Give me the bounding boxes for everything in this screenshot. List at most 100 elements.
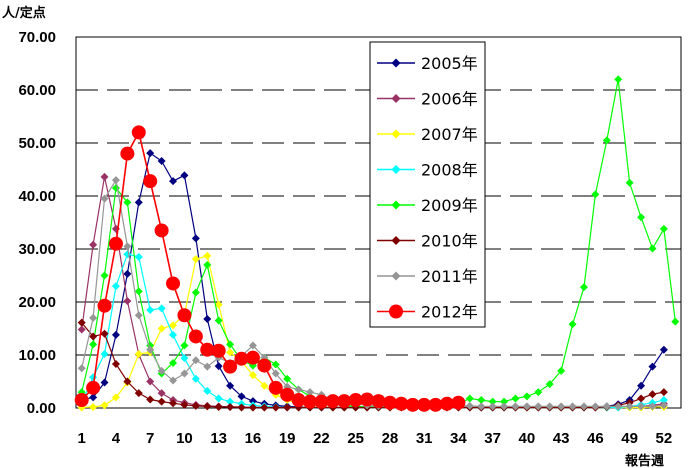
data-point (226, 348, 235, 357)
data-point (659, 396, 668, 405)
legend-label: 2010年 (421, 232, 478, 251)
data-point (280, 387, 295, 402)
data-point (223, 359, 238, 374)
data-point (348, 393, 363, 408)
data-point (245, 350, 260, 365)
data-point (180, 171, 189, 180)
y-axis-label: 人/定点 (2, 5, 46, 21)
data-point (157, 304, 166, 313)
x-tick-label: 7 (146, 430, 154, 447)
legend-marker (391, 58, 401, 68)
data-point (166, 276, 181, 291)
data-point (134, 311, 143, 320)
y-tick-label: 20.00 (18, 294, 56, 311)
data-point (214, 394, 223, 403)
data-point (671, 317, 680, 326)
data-point (545, 402, 554, 411)
series-line (81, 178, 664, 407)
data-point (169, 376, 178, 385)
data-point (191, 374, 200, 383)
data-point (123, 296, 132, 305)
data-point (188, 329, 203, 344)
data-point (465, 394, 474, 403)
data-point (248, 397, 257, 406)
data-point (100, 271, 109, 280)
data-point (291, 393, 306, 408)
legend-marker (391, 129, 401, 139)
legend-label: 2008年 (421, 161, 478, 180)
y-tick-label: 70.00 (18, 29, 56, 46)
data-point (371, 394, 386, 409)
data-point (314, 394, 329, 409)
data-point (157, 366, 166, 375)
data-point (157, 324, 166, 333)
data-point (260, 403, 269, 412)
data-point (97, 298, 112, 313)
x-tick-label: 19 (279, 430, 296, 447)
data-point (522, 402, 531, 411)
data-point (89, 340, 98, 349)
legend-label: 2007年 (421, 125, 478, 144)
data-point (180, 341, 189, 350)
data-point (226, 340, 235, 349)
y-tick-label: 0.00 (27, 400, 56, 417)
data-point (477, 396, 486, 405)
data-point (637, 394, 646, 403)
y-tick-label: 50.00 (18, 135, 56, 152)
legend-marker (391, 271, 401, 281)
data-point (294, 385, 303, 394)
x-tick-label: 40 (519, 430, 536, 447)
series-7 (74, 125, 466, 412)
data-point (111, 282, 120, 291)
data-point (637, 402, 646, 411)
data-point (226, 402, 235, 411)
data-point (100, 378, 109, 387)
data-point (659, 401, 668, 410)
data-point (545, 380, 554, 389)
data-point (89, 402, 98, 411)
data-point (143, 174, 158, 189)
x-tick-label: 49 (621, 430, 638, 447)
x-tick-label: 43 (553, 430, 570, 447)
data-point (248, 371, 257, 380)
data-point (191, 255, 200, 264)
data-point (534, 388, 543, 397)
data-point (234, 351, 249, 366)
data-point (337, 394, 352, 409)
data-point (111, 330, 120, 339)
data-point (191, 401, 200, 410)
data-point (394, 396, 409, 411)
data-point (146, 149, 155, 158)
data-point (169, 399, 178, 408)
data-point (568, 320, 577, 329)
data-point (111, 393, 120, 402)
data-point (120, 146, 135, 161)
data-point (100, 329, 109, 338)
data-point (451, 395, 466, 410)
data-point (169, 358, 178, 367)
data-point (191, 234, 200, 243)
data-point (74, 393, 89, 408)
data-point (360, 392, 375, 407)
gridlines (76, 89, 681, 356)
data-point (568, 402, 577, 411)
data-point (303, 394, 318, 409)
legend-label: 2005年 (421, 54, 478, 73)
data-point (648, 402, 657, 411)
x-tick-label: 1 (78, 430, 86, 447)
data-point (405, 397, 420, 412)
data-point (146, 305, 155, 314)
data-point (325, 394, 340, 409)
data-point (100, 349, 109, 358)
legend-label: 2012年 (421, 303, 478, 322)
data-point (648, 362, 657, 371)
x-tick-label: 4 (112, 430, 121, 447)
data-point (659, 388, 668, 397)
x-tick-label: 13 (210, 430, 227, 447)
data-point (417, 397, 432, 412)
data-point (602, 136, 611, 145)
legend-marker (391, 200, 401, 210)
data-point (659, 224, 668, 233)
data-point (214, 316, 223, 325)
